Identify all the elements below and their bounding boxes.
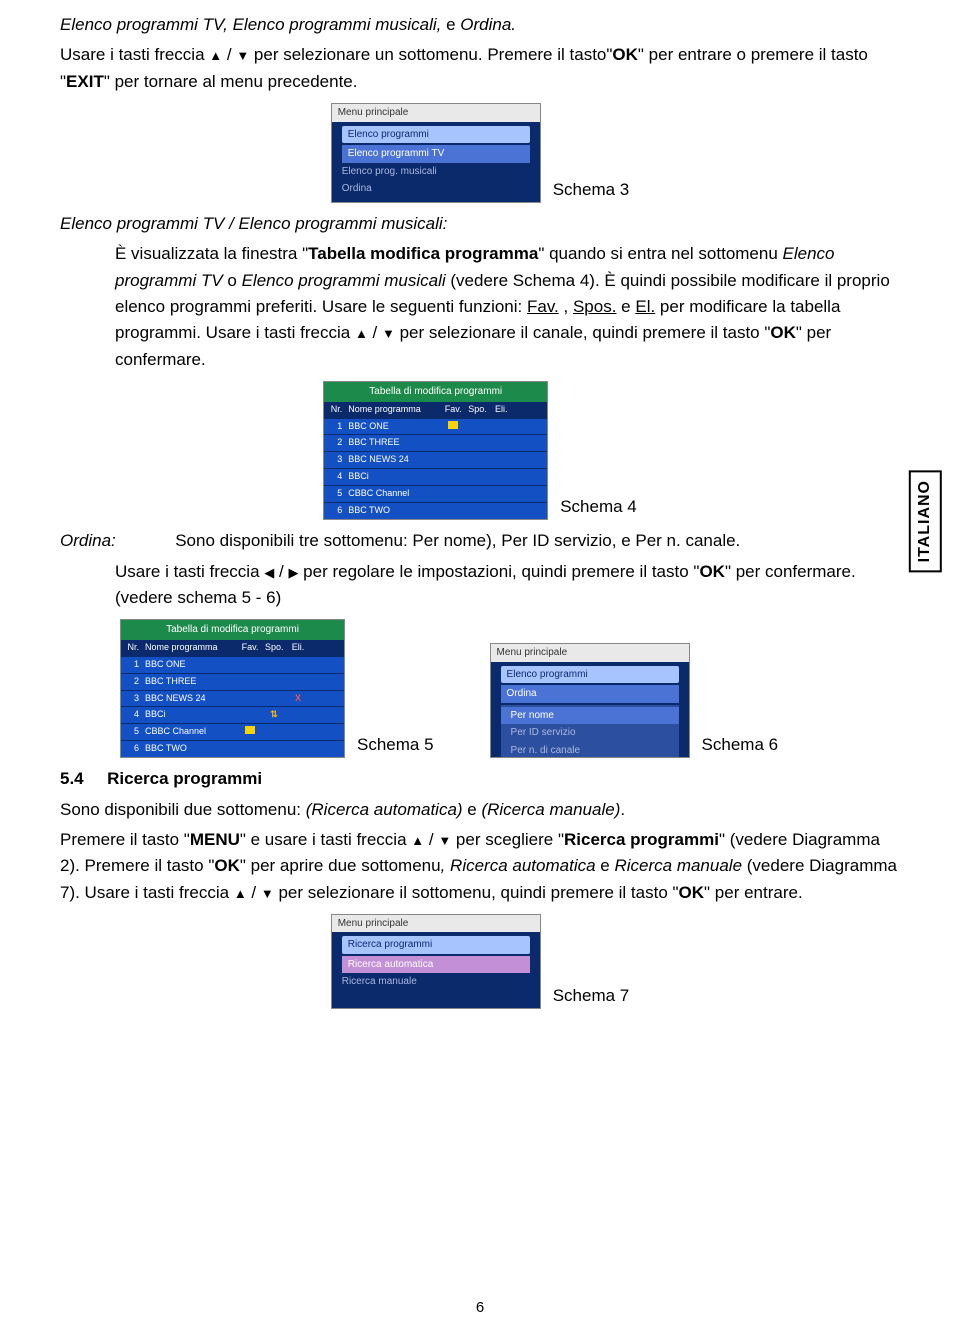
table-row: 6BBC TWO	[121, 740, 344, 757]
schema5-label: Schema 5	[357, 732, 434, 758]
ordina-line2: Usare i tasti freccia ◀ / ▶ per regolare…	[60, 559, 900, 612]
elenco-body: È visualizzata la finestra "Tabella modi…	[60, 241, 900, 373]
ricerca-p1: Sono disponibili due sottomenu: (Ricerca…	[60, 797, 900, 823]
ricerca-p2: Premere il tasto "MENU" e usare i tasti …	[60, 827, 900, 906]
schema5-6-row: Tabella di modifica programmi Nr. Nome p…	[120, 619, 900, 758]
up-icon: ▲	[234, 887, 247, 900]
intro-line1: Elenco programmi TV, Elenco programmi mu…	[60, 12, 900, 38]
table-header: Nr. Nome programma Fav. Spo. Eli.	[324, 402, 547, 418]
up-icon: ▲	[411, 834, 424, 847]
left-icon: ◀	[264, 566, 274, 579]
intro-italic-1: Elenco programmi TV, Elenco programmi mu…	[60, 15, 441, 34]
table-row: 4BBCi⇅	[121, 706, 344, 723]
schema6-screenshot: Menu principale Elenco programmi Ordina …	[490, 643, 690, 758]
table-row: 5CBBC Channel	[121, 723, 344, 740]
intro-line2: Usare i tasti freccia ▲ / ▼ per selezion…	[60, 42, 900, 95]
page-number: 6	[0, 1296, 960, 1319]
up-icon: ▲	[355, 327, 368, 340]
table-row: 1BBC ONE	[324, 418, 547, 435]
schema7-label: Schema 7	[553, 983, 630, 1009]
up-icon: ▲	[209, 49, 222, 62]
schema7-row: Menu principale Ricerca programmi Ricerc…	[60, 914, 900, 1009]
schema5-screenshot: Tabella di modifica programmi Nr. Nome p…	[120, 619, 345, 758]
table-row: 2BBC THREE	[324, 434, 547, 451]
down-icon: ▼	[261, 887, 274, 900]
schema4-row: Tabella di modifica programmi Nr. Nome p…	[60, 381, 900, 520]
down-icon: ▼	[438, 834, 451, 847]
schema3-row: Menu principale Elenco programmi Elenco …	[60, 103, 900, 203]
ricerca-heading: 5.4 Ricerca programmi	[60, 766, 900, 792]
elenco-heading: Elenco programmi TV / Elenco programmi m…	[60, 211, 900, 237]
schema7-screenshot: Menu principale Ricerca programmi Ricerc…	[331, 914, 541, 1009]
down-icon: ▼	[236, 49, 249, 62]
schema6-label: Schema 6	[702, 732, 779, 758]
ordina-line1: Ordina: Sono disponibili tre sottomenu: …	[60, 528, 900, 554]
right-icon: ▶	[288, 566, 298, 579]
schema4-screenshot: Tabella di modifica programmi Nr. Nome p…	[323, 381, 548, 520]
ordina-label: Ordina:	[60, 531, 116, 550]
table-row: 3BBC NEWS 24X	[121, 690, 344, 707]
table-row: 2BBC THREE	[121, 673, 344, 690]
table-row: 6BBC TWO	[324, 502, 547, 519]
schema3-label: Schema 3	[553, 177, 630, 203]
table-row: 5CBBC Channel	[324, 485, 547, 502]
table-header: Nr. Nome programma Fav. Spo. Eli.	[121, 640, 344, 656]
table-row: 3BBC NEWS 24	[324, 451, 547, 468]
table-row: 1BBC ONE	[121, 656, 344, 673]
schema3-screenshot: Menu principale Elenco programmi Elenco …	[331, 103, 541, 203]
down-icon: ▼	[382, 327, 395, 340]
table-row: 4BBCi	[324, 468, 547, 485]
schema4-label: Schema 4	[560, 494, 637, 520]
language-label: ITALIANO	[909, 470, 942, 572]
